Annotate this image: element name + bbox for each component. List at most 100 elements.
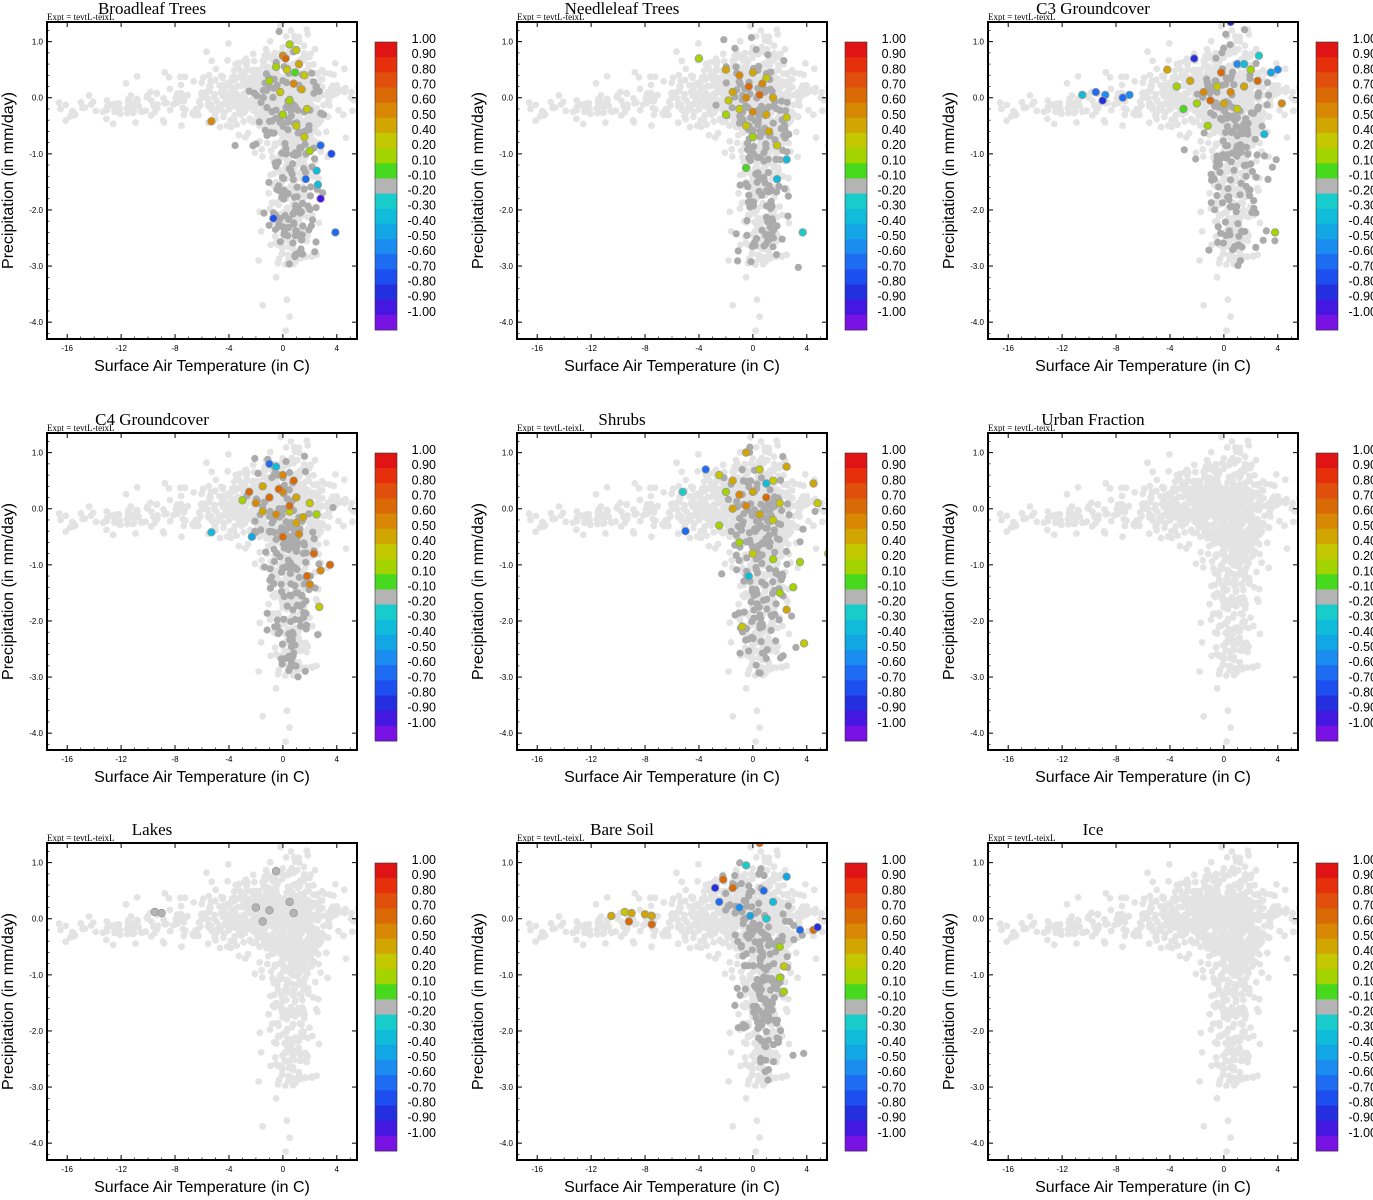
data-point bbox=[735, 104, 744, 114]
background-point bbox=[147, 523, 155, 530]
background-point bbox=[562, 107, 570, 115]
background-point bbox=[283, 296, 291, 304]
background-point bbox=[305, 61, 312, 69]
background-point bbox=[1131, 78, 1139, 85]
colorbar-label: 0.80 bbox=[1353, 62, 1373, 76]
neutral-point bbox=[307, 222, 315, 230]
background-point bbox=[792, 128, 800, 136]
background-point bbox=[713, 89, 721, 96]
background-point bbox=[1066, 95, 1073, 103]
background-point bbox=[1255, 187, 1262, 195]
background-point bbox=[1152, 111, 1160, 119]
neutral-point bbox=[284, 126, 292, 134]
background-point bbox=[159, 117, 167, 124]
colorbar-label: 1.00 bbox=[412, 32, 436, 46]
colorbar-label: -0.20 bbox=[878, 184, 907, 198]
background-point bbox=[532, 117, 540, 124]
background-point bbox=[225, 516, 233, 524]
background-point bbox=[216, 534, 224, 542]
neutral-point bbox=[284, 118, 292, 126]
background-point bbox=[1181, 73, 1189, 81]
background-point bbox=[287, 438, 295, 445]
background-point bbox=[736, 37, 744, 45]
background-point bbox=[1275, 89, 1282, 96]
background-point bbox=[740, 158, 748, 166]
background-point bbox=[650, 111, 658, 119]
colorbar-label: -0.50 bbox=[408, 229, 437, 243]
background-point bbox=[1026, 92, 1034, 99]
colorbar-segment bbox=[1316, 314, 1338, 331]
background-point bbox=[247, 513, 254, 521]
data-point bbox=[316, 194, 325, 203]
background-point bbox=[726, 122, 733, 130]
background-point bbox=[635, 73, 643, 81]
background-point bbox=[342, 495, 349, 503]
neutral-point bbox=[1225, 196, 1233, 204]
colorbar-segment bbox=[845, 163, 867, 179]
scatter-area bbox=[525, 22, 827, 334]
background-point bbox=[197, 101, 205, 109]
data-point bbox=[1179, 104, 1188, 114]
background-point bbox=[231, 75, 239, 83]
background-point bbox=[302, 640, 310, 648]
colorbar-label: 0.50 bbox=[412, 108, 436, 122]
background-point bbox=[305, 488, 313, 496]
background-point bbox=[1184, 58, 1192, 66]
colorbar-segment bbox=[1316, 254, 1338, 270]
background-point bbox=[749, 54, 756, 62]
colorbar-segment bbox=[375, 208, 397, 225]
data-point bbox=[772, 141, 782, 150]
background-point bbox=[1200, 301, 1208, 309]
background-point bbox=[1148, 83, 1155, 90]
background-point bbox=[319, 502, 326, 510]
background-point bbox=[225, 105, 233, 113]
neutral-point bbox=[732, 63, 740, 71]
neutral-point bbox=[294, 106, 302, 114]
colorbar-segment bbox=[845, 208, 867, 225]
background-point bbox=[751, 218, 758, 226]
background-point bbox=[240, 484, 248, 492]
data-point bbox=[281, 54, 290, 63]
neutral-point bbox=[743, 231, 751, 239]
y-tick-label: -1.0 bbox=[29, 150, 43, 159]
background-point bbox=[1146, 71, 1154, 79]
background-point bbox=[208, 468, 216, 476]
background-point bbox=[223, 97, 230, 105]
background-point bbox=[321, 480, 328, 488]
background-point bbox=[163, 99, 170, 107]
scatter-area bbox=[55, 22, 357, 334]
background-point bbox=[650, 97, 658, 105]
background-point bbox=[1197, 208, 1205, 216]
background-point bbox=[217, 500, 225, 507]
background-point bbox=[197, 512, 205, 520]
background-point bbox=[756, 313, 763, 320]
background-point bbox=[702, 60, 710, 68]
background-point bbox=[1231, 48, 1238, 56]
background-point bbox=[166, 106, 174, 114]
neutral-point bbox=[252, 140, 260, 148]
background-point bbox=[1254, 251, 1261, 259]
background-point bbox=[240, 529, 248, 536]
neutral-point bbox=[780, 57, 788, 65]
background-point bbox=[1225, 50, 1233, 58]
background-point bbox=[1196, 257, 1203, 264]
background-point bbox=[124, 506, 132, 514]
neutral-point bbox=[1219, 151, 1227, 159]
background-point bbox=[555, 92, 563, 99]
data-point bbox=[278, 110, 288, 119]
background-point bbox=[755, 256, 762, 263]
background-point bbox=[231, 486, 239, 494]
neutral-point bbox=[1236, 191, 1244, 199]
neutral-point bbox=[300, 185, 308, 193]
neutral-point bbox=[1223, 141, 1232, 150]
neutral-point bbox=[1219, 239, 1228, 247]
neutral-point bbox=[745, 191, 753, 199]
neutral-point bbox=[1226, 41, 1234, 49]
background-point bbox=[124, 520, 131, 528]
background-point bbox=[180, 522, 188, 530]
background-point bbox=[227, 527, 235, 535]
background-point bbox=[220, 113, 227, 121]
background-point bbox=[1071, 108, 1079, 116]
background-point bbox=[636, 85, 644, 93]
background-point bbox=[1240, 91, 1247, 98]
